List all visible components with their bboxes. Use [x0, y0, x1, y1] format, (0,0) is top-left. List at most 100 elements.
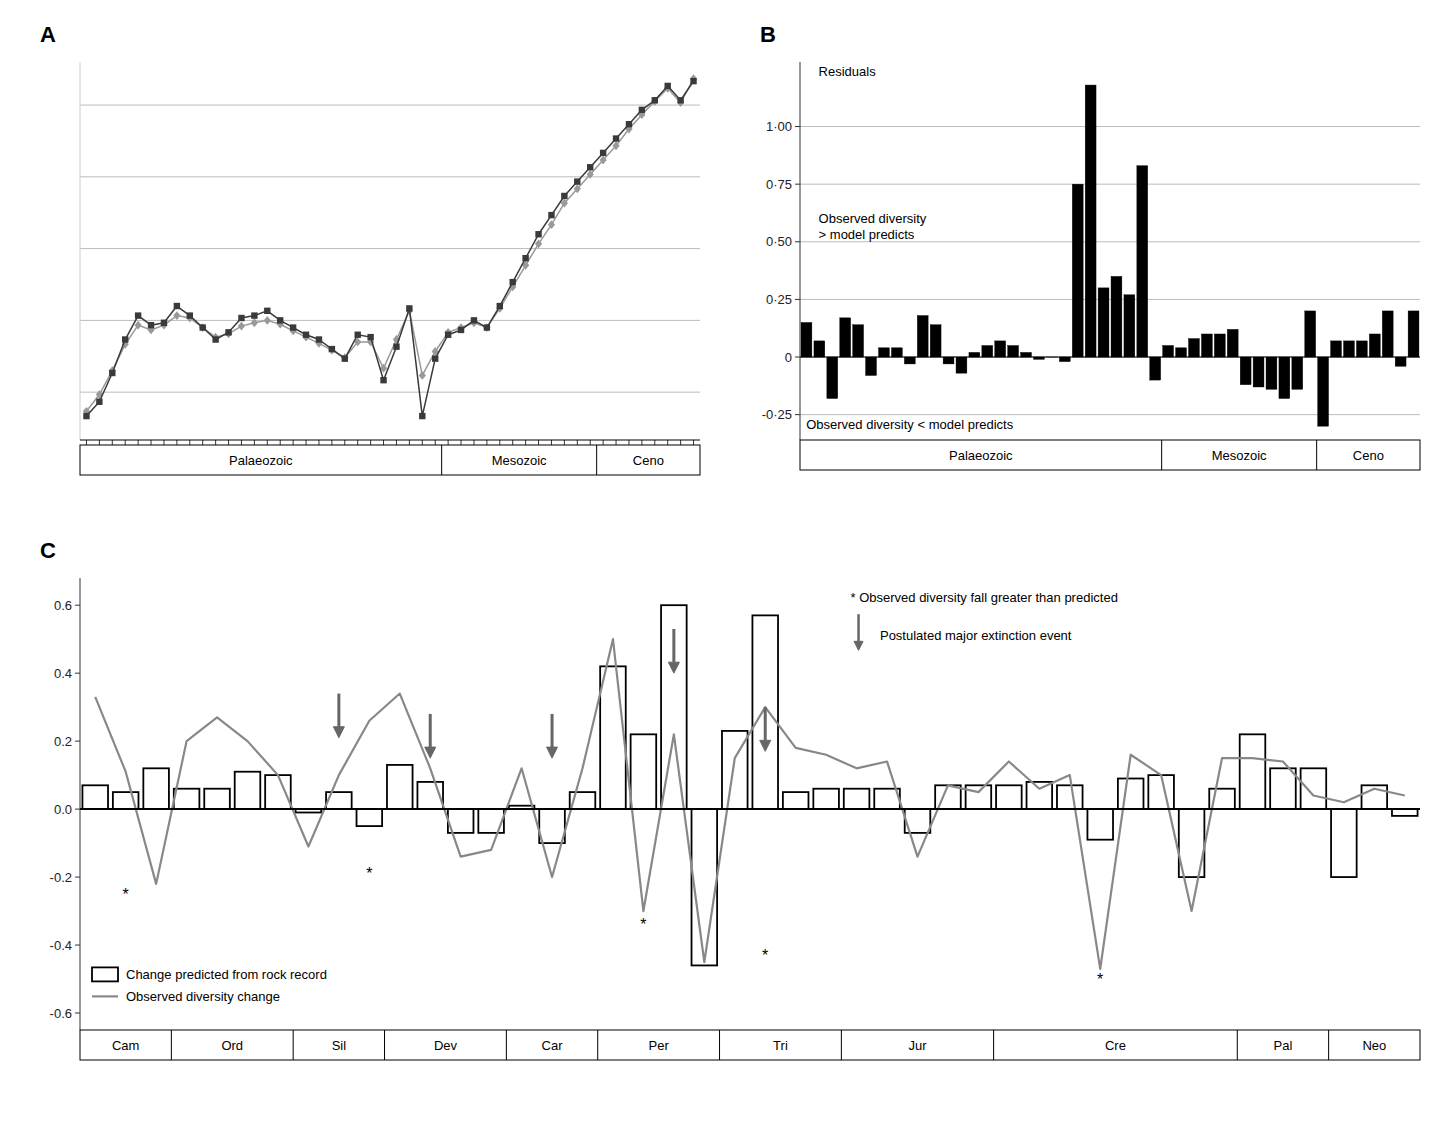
marker — [329, 346, 335, 352]
marker — [458, 327, 464, 333]
x-tick — [138, 440, 139, 445]
grid-line — [80, 176, 700, 177]
marker — [225, 329, 231, 335]
bar — [1176, 348, 1187, 357]
extinction-arrow — [333, 694, 344, 738]
bar — [982, 346, 993, 358]
bar — [1163, 346, 1174, 358]
bar — [840, 318, 851, 357]
y-tick-label: 0.6 — [54, 598, 72, 613]
y-tick-label: -0.6 — [50, 1006, 72, 1021]
y-tick — [795, 357, 800, 358]
x-tick — [112, 440, 113, 445]
x-tick — [641, 440, 642, 445]
annotation: Observed diversity < model predicts — [806, 417, 1014, 432]
bar — [853, 325, 864, 357]
grid-line — [800, 357, 1420, 358]
grid-line — [800, 241, 1420, 242]
bar — [904, 357, 915, 364]
marker — [251, 312, 257, 318]
bar — [1301, 768, 1327, 809]
extinction-arrow — [425, 714, 436, 758]
bar — [1021, 352, 1032, 357]
bar — [265, 775, 291, 809]
bar — [1318, 357, 1329, 426]
y-tick — [75, 945, 80, 946]
era-label: Mesozoic — [492, 453, 547, 468]
era-divider — [719, 1030, 720, 1060]
x-tick — [228, 440, 229, 445]
era-label: Cre — [1105, 1038, 1126, 1053]
bar — [204, 789, 230, 809]
annotation: Residuals — [819, 63, 877, 78]
grid-line — [800, 126, 1420, 127]
x-tick — [383, 440, 384, 445]
x-tick — [254, 440, 255, 445]
era-divider — [506, 1030, 507, 1060]
grid-line — [800, 299, 1420, 300]
marker — [690, 78, 696, 84]
y-tick-label: 0.4 — [54, 666, 72, 681]
zero-line — [800, 357, 1420, 358]
asterisk: * — [123, 886, 129, 903]
marker — [148, 322, 154, 328]
bar — [1227, 329, 1238, 357]
era-label: Palaeozoic — [229, 453, 293, 468]
x-tick — [564, 440, 565, 445]
y-tick-label: 0 — [785, 350, 792, 365]
bar — [1137, 166, 1148, 357]
asterisks: ***** — [123, 865, 1104, 987]
marker — [587, 170, 594, 179]
bar — [357, 809, 383, 826]
era-divider — [993, 1030, 994, 1060]
era-label: Pal — [1274, 1038, 1293, 1053]
bar — [631, 734, 657, 809]
era-divider — [1237, 1030, 1238, 1060]
bar — [891, 348, 902, 357]
marker — [264, 316, 271, 325]
marker — [277, 317, 283, 323]
x-tick — [499, 440, 500, 445]
era-label: Ord — [221, 1038, 243, 1053]
marker — [548, 212, 554, 218]
marker — [174, 303, 180, 309]
x-tick — [280, 440, 281, 445]
x-tick — [241, 440, 242, 445]
y-tick — [75, 605, 80, 606]
panel-title: A — [40, 22, 56, 47]
x-tick — [422, 440, 423, 445]
y-tick-label: 0·25 — [766, 292, 792, 307]
asterisk: * — [640, 916, 646, 933]
era-label: Sil — [332, 1038, 347, 1053]
asterisk: * — [1097, 971, 1103, 988]
bar — [661, 605, 687, 809]
bar — [1240, 734, 1266, 809]
annotation: Observed diversity> model predicts — [819, 211, 927, 242]
bar — [801, 322, 812, 357]
bar — [1059, 357, 1070, 362]
bar — [82, 785, 108, 809]
annotation-line: * Observed diversity fall greater than p… — [851, 589, 1118, 604]
x-tick — [344, 440, 345, 445]
x-tick — [603, 440, 604, 445]
era-divider — [1328, 1030, 1329, 1060]
line — [95, 639, 1405, 969]
x-tick — [318, 440, 319, 445]
x-tick — [628, 440, 629, 445]
x-tick — [486, 440, 487, 445]
era-frame — [800, 440, 1420, 470]
marker — [626, 121, 632, 127]
plot-area — [801, 85, 1419, 426]
era-divider — [293, 1030, 294, 1060]
bar — [969, 352, 980, 357]
bar — [1382, 311, 1393, 357]
marker — [328, 346, 335, 355]
marker — [367, 334, 373, 340]
marker — [612, 141, 619, 150]
bar — [1331, 341, 1342, 357]
y-tick — [75, 741, 80, 742]
arrow-shaft — [857, 614, 860, 641]
era-divider — [1316, 440, 1317, 470]
annotation-line: Residuals — [819, 63, 877, 78]
marker — [342, 355, 348, 361]
